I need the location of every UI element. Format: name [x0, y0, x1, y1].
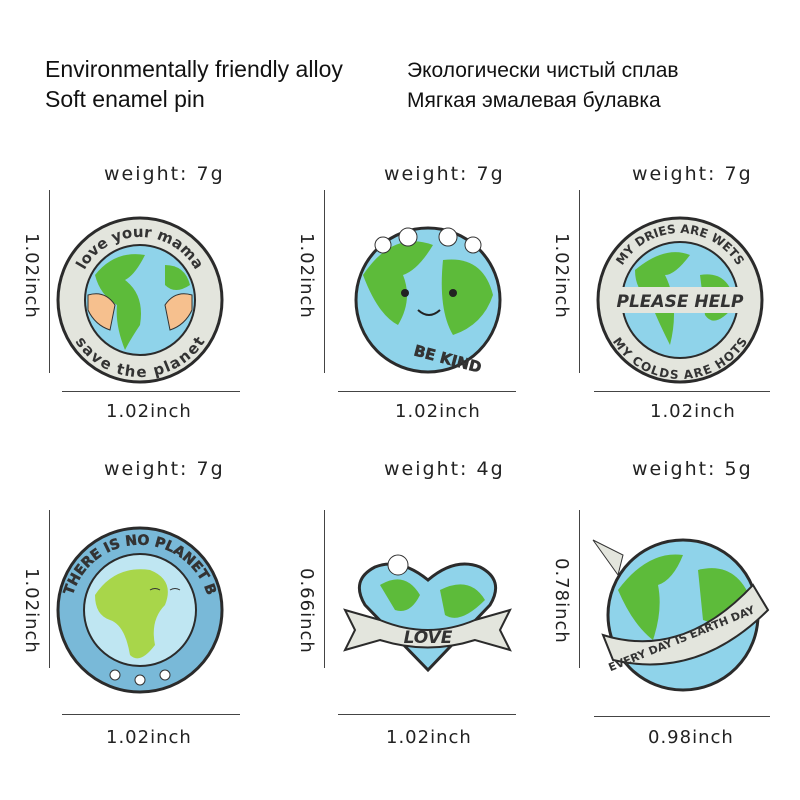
pin4-height-line — [49, 510, 50, 668]
pin6-width-line — [594, 716, 770, 717]
pin6-weight: weight: 5g — [632, 458, 753, 480]
pin1-width-line — [62, 391, 240, 392]
pin2-weight: weight: 7g — [384, 163, 505, 185]
pin4-width-line — [62, 714, 240, 715]
header-ru-line1: Экологически чистый сплав — [407, 59, 679, 82]
pin2-height-line — [324, 190, 325, 373]
pin2-width: 1.02inch — [395, 401, 481, 422]
pin1-globe-hug-image: love your mama save the planet — [56, 216, 224, 384]
pin4-height: 1.02inch — [21, 568, 42, 654]
pin6-earth-day-image: EVERY DAY IS EARTH DAY — [592, 538, 770, 692]
pin1-height: 1.02inch — [21, 233, 42, 319]
pin5-width: 1.02inch — [386, 727, 472, 748]
pin2-height: 1.02inch — [296, 233, 317, 319]
header-english: Environmentally friendly alloy Soft enam… — [45, 54, 343, 114]
pin4-no-planet-b-image: THERE IS NO PLANET B — [56, 526, 224, 694]
pin1-height-line — [49, 190, 50, 373]
header-russian: Экологически чистый сплав Мягкая эмалева… — [407, 56, 679, 116]
pin4-width: 1.02inch — [106, 727, 192, 748]
pin1-weight: weight: 7g — [104, 163, 225, 185]
pin3-width: 1.02inch — [650, 401, 736, 422]
header-en-line2: Soft enamel pin — [45, 86, 205, 112]
pin2-width-line — [338, 391, 516, 392]
pin6-height-line — [579, 510, 580, 668]
pin3-text-middle: PLEASE HELP — [617, 292, 745, 312]
pin5-weight: weight: 4g — [384, 458, 505, 480]
pin6-height: 0.78inch — [551, 558, 572, 644]
pin5-love-heart-image: LOVE — [343, 554, 512, 673]
pin3-height-line — [579, 190, 580, 373]
pin5-height-line — [324, 510, 325, 668]
pin3-height: 1.02inch — [551, 233, 572, 319]
pin5-width-line — [338, 714, 516, 715]
pin3-weight: weight: 7g — [632, 163, 753, 185]
pin1-width: 1.02inch — [106, 401, 192, 422]
pin5-text: LOVE — [404, 628, 453, 648]
pin3-please-help-image: PLEASE HELP MY DRIES ARE WETS MY COLDS A… — [596, 216, 764, 384]
pin5-height: 0.66inch — [296, 568, 317, 654]
header-en-line1: Environmentally friendly alloy — [45, 56, 343, 82]
header-ru-line2: Мягкая эмалевая булавка — [407, 89, 661, 112]
pin6-width: 0.98inch — [648, 727, 734, 748]
pin3-width-line — [594, 391, 770, 392]
pin4-weight: weight: 7g — [104, 458, 225, 480]
pin2-be-kind-globe-image: BE KIND — [354, 226, 502, 375]
